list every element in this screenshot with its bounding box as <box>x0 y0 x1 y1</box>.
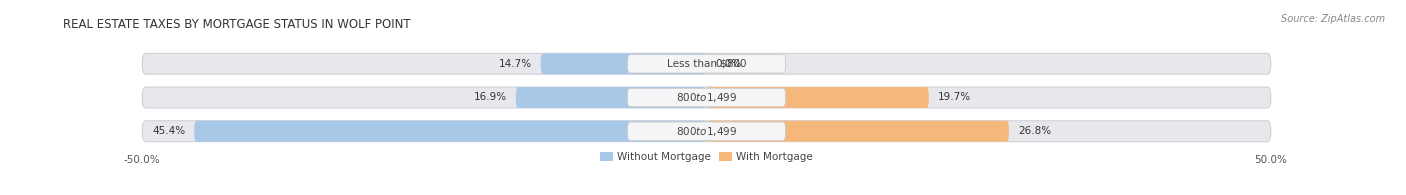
FancyBboxPatch shape <box>627 122 786 140</box>
FancyBboxPatch shape <box>142 121 1271 142</box>
Text: 14.7%: 14.7% <box>499 59 531 69</box>
Text: 16.9%: 16.9% <box>474 92 506 103</box>
Text: 0.0%: 0.0% <box>716 59 742 69</box>
FancyBboxPatch shape <box>707 87 929 108</box>
FancyBboxPatch shape <box>707 121 1010 142</box>
Text: Less than $800: Less than $800 <box>666 59 747 69</box>
Legend: Without Mortgage, With Mortgage: Without Mortgage, With Mortgage <box>596 148 817 167</box>
FancyBboxPatch shape <box>194 121 707 142</box>
Text: 19.7%: 19.7% <box>938 92 972 103</box>
Text: Source: ZipAtlas.com: Source: ZipAtlas.com <box>1281 14 1385 24</box>
Text: $800 to $1,499: $800 to $1,499 <box>676 125 737 138</box>
Text: REAL ESTATE TAXES BY MORTGAGE STATUS IN WOLF POINT: REAL ESTATE TAXES BY MORTGAGE STATUS IN … <box>63 18 411 31</box>
Text: 26.8%: 26.8% <box>1018 126 1052 136</box>
FancyBboxPatch shape <box>627 55 786 73</box>
FancyBboxPatch shape <box>541 53 707 74</box>
Text: $800 to $1,499: $800 to $1,499 <box>676 91 737 104</box>
FancyBboxPatch shape <box>516 87 707 108</box>
FancyBboxPatch shape <box>627 88 786 107</box>
FancyBboxPatch shape <box>142 53 1271 74</box>
FancyBboxPatch shape <box>142 87 1271 108</box>
Text: 45.4%: 45.4% <box>152 126 186 136</box>
